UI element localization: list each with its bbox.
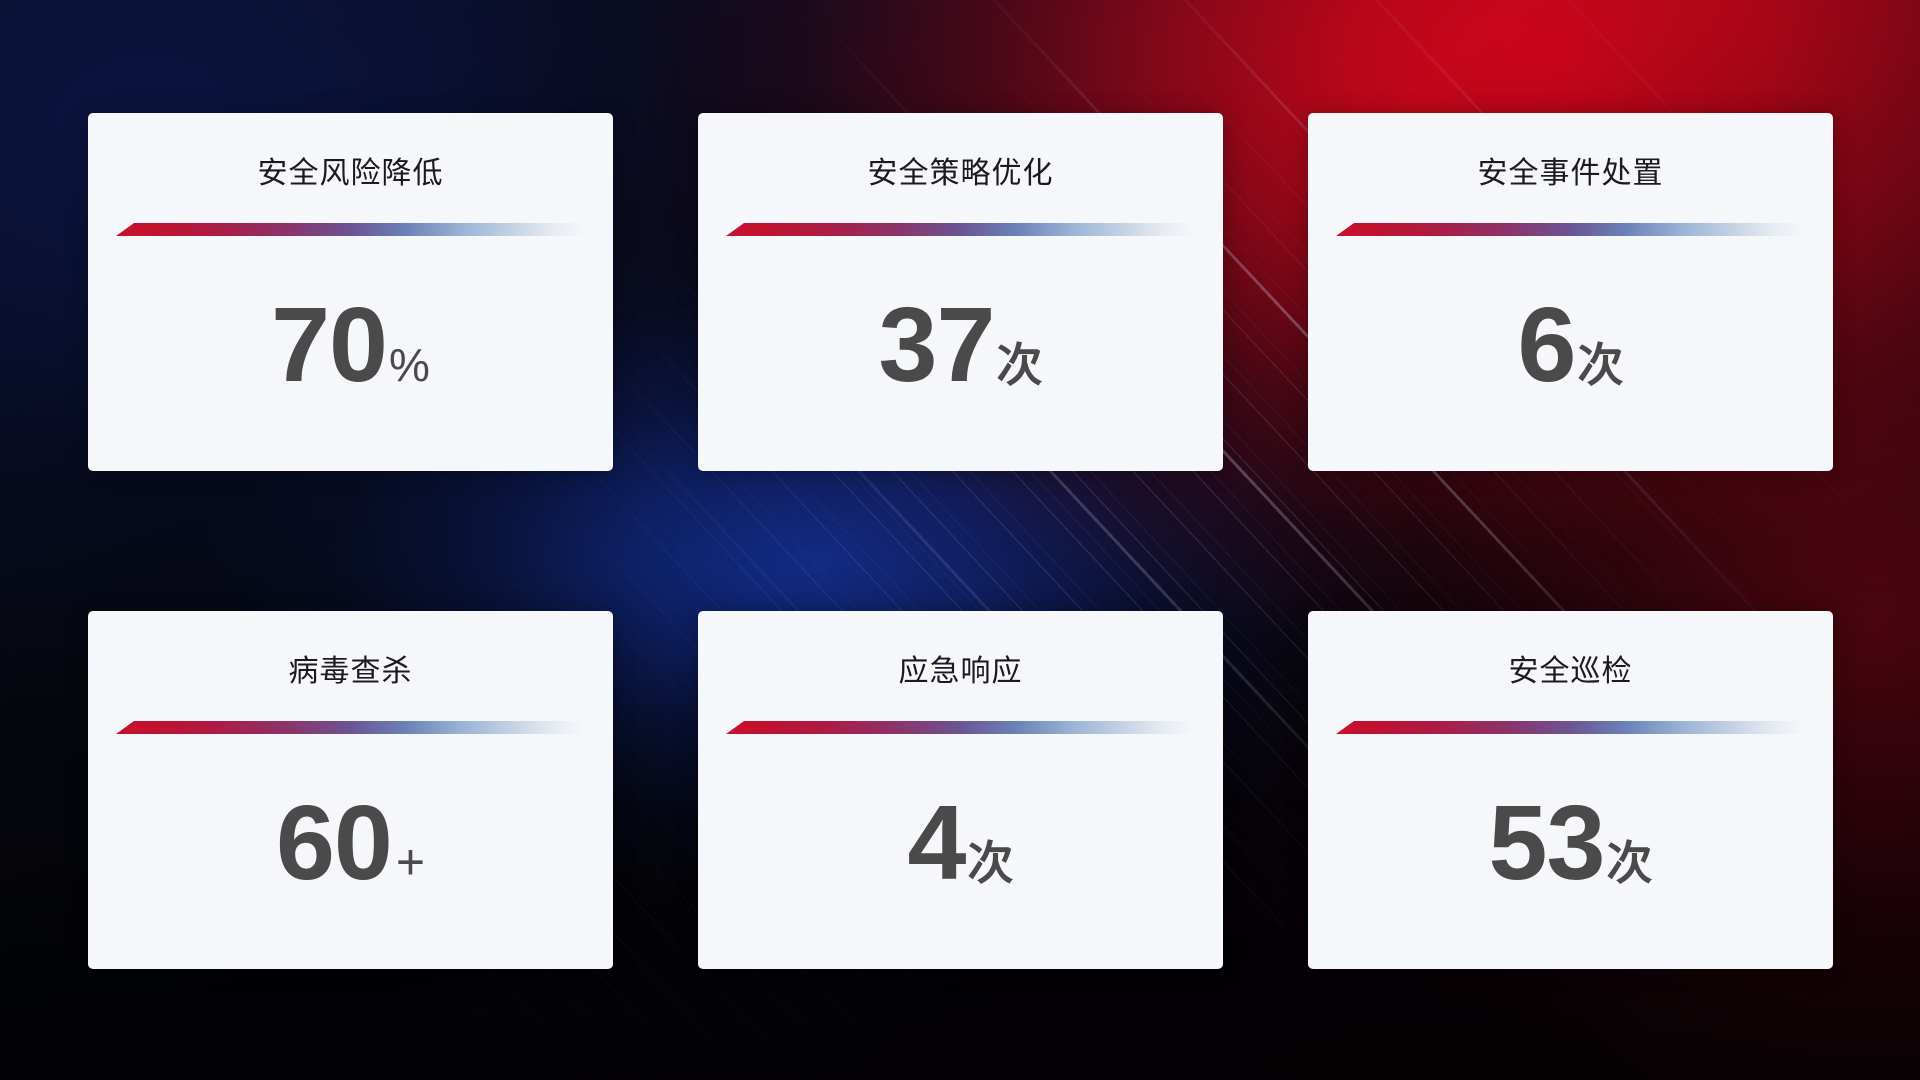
metric-card-value-row: 4 次 [698,734,1223,969]
metric-unit: % [389,338,430,391]
gradient-bar [1336,223,1805,236]
metric-unit: 次 [996,338,1043,391]
metric-card-security-risk-reduction[interactable]: 安全风险降低 70 % [88,113,613,471]
metric-card-value-row: 60 + [88,734,613,969]
metric-value: 60 [275,783,393,902]
metric-card-divider [1336,721,1805,734]
metric-unit: 次 [967,836,1014,889]
metric-card-divider [726,721,1195,734]
metric-card-emergency-response[interactable]: 应急响应 4 次 [698,611,1223,969]
metric-card-title: 病毒查杀 [288,655,413,688]
metric-value-group: 4 次 [908,790,1014,896]
metric-value-group: 60 + [276,790,425,896]
metric-card-value-row: 53 次 [1308,734,1833,969]
metric-card-title: 安全事件处置 [1477,157,1664,190]
metric-card-virus-removal[interactable]: 病毒查杀 60 + [88,611,613,969]
metric-card-divider [116,223,585,236]
metric-card-grid: 安全风险降低 70 % 安全策略优化 37 次 [88,113,1833,969]
metric-unit: 次 [1577,338,1624,391]
gradient-bar [116,223,585,236]
metric-card-divider [726,223,1195,236]
gradient-bar [726,721,1195,734]
metric-value: 53 [1488,783,1606,902]
metric-card-divider [116,721,585,734]
metric-value-group: 37 次 [879,292,1043,398]
metric-value: 37 [878,285,996,404]
metric-card-divider [1336,223,1805,236]
metric-value: 6 [1517,285,1577,404]
gradient-bar [1336,721,1805,734]
metric-card-title: 安全风险降低 [257,157,444,190]
metric-unit: + [395,833,426,890]
metric-card-security-inspection[interactable]: 安全巡检 53 次 [1308,611,1833,969]
metric-card-title: 应急响应 [898,655,1023,688]
gradient-bar [726,223,1195,236]
metric-card-value-row: 6 次 [1308,236,1833,471]
metric-unit: 次 [1606,836,1653,889]
metric-value-group: 70 % [271,292,430,398]
metric-value: 4 [907,783,967,902]
metric-card-title: 安全策略优化 [867,157,1054,190]
metric-card-value-row: 37 次 [698,236,1223,471]
metric-value-group: 6 次 [1518,292,1624,398]
metric-value: 70 [271,285,388,404]
metric-card-security-policy-optimization[interactable]: 安全策略优化 37 次 [698,113,1223,471]
metric-value-group: 53 次 [1489,790,1653,896]
metric-card-value-row: 70 % [88,236,613,471]
gradient-bar [116,721,585,734]
metric-card-title: 安全巡检 [1508,655,1633,688]
metric-card-security-incident-handling[interactable]: 安全事件处置 6 次 [1308,113,1833,471]
